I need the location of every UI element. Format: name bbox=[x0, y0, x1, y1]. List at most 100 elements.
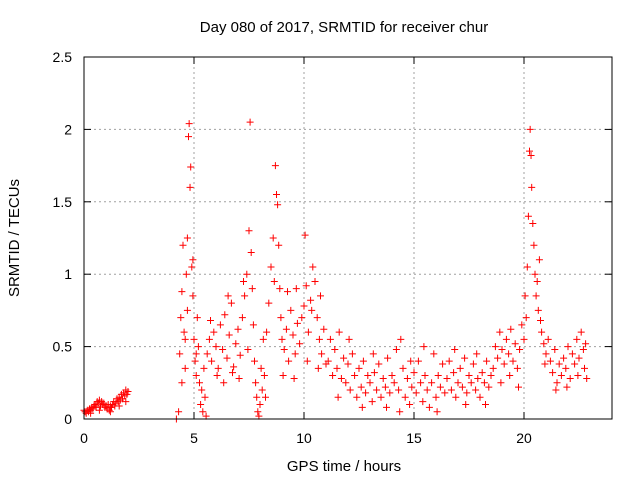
data-point bbox=[386, 389, 394, 397]
plot-frame bbox=[83, 56, 613, 420]
data-point bbox=[240, 277, 247, 285]
data-point bbox=[574, 372, 582, 380]
data-point bbox=[199, 408, 207, 416]
data-point bbox=[555, 360, 563, 368]
data-point bbox=[544, 335, 552, 343]
data-point bbox=[500, 360, 508, 368]
data-point bbox=[369, 350, 377, 358]
data-point bbox=[473, 350, 481, 358]
data-point bbox=[324, 357, 332, 365]
data-point bbox=[340, 354, 348, 362]
data-point bbox=[397, 335, 405, 343]
data-point bbox=[575, 354, 583, 362]
data-point bbox=[252, 379, 260, 387]
data-point bbox=[248, 285, 256, 293]
data-point bbox=[428, 379, 436, 387]
data-point bbox=[526, 125, 534, 133]
data-point bbox=[533, 277, 541, 285]
data-point bbox=[232, 340, 240, 348]
data-point bbox=[463, 389, 471, 397]
data-point bbox=[571, 360, 579, 368]
data-point bbox=[267, 263, 275, 271]
data-point bbox=[235, 374, 243, 382]
data-point bbox=[182, 270, 190, 278]
data-point bbox=[537, 317, 544, 325]
data-point bbox=[454, 379, 462, 387]
data-point bbox=[255, 412, 263, 420]
data-point bbox=[298, 314, 306, 322]
data-point bbox=[568, 350, 576, 358]
data-point bbox=[381, 383, 389, 391]
data-point bbox=[351, 372, 359, 380]
data-point bbox=[395, 386, 403, 394]
data-point bbox=[198, 386, 206, 394]
data-point bbox=[353, 393, 361, 401]
data-point bbox=[526, 147, 533, 155]
grid-lines bbox=[84, 57, 612, 419]
data-point bbox=[178, 379, 186, 387]
data-point bbox=[223, 354, 231, 362]
data-point bbox=[230, 363, 238, 371]
data-point bbox=[334, 393, 342, 401]
data-point bbox=[290, 374, 298, 382]
data-point bbox=[263, 328, 271, 336]
data-point bbox=[532, 292, 540, 300]
data-point bbox=[247, 248, 255, 256]
data-point bbox=[225, 331, 233, 339]
data-point bbox=[192, 350, 200, 358]
data-point bbox=[287, 306, 295, 314]
data-point bbox=[279, 372, 287, 380]
data-point bbox=[335, 328, 343, 336]
data-point bbox=[92, 403, 100, 411]
data-point bbox=[243, 270, 251, 278]
data-point bbox=[280, 345, 288, 353]
data-point bbox=[392, 345, 400, 353]
data-point bbox=[417, 379, 425, 387]
data-point bbox=[331, 345, 339, 353]
data-point bbox=[200, 364, 208, 372]
data-point bbox=[577, 328, 585, 336]
data-point bbox=[553, 379, 561, 387]
data-point bbox=[275, 241, 283, 249]
data-point bbox=[236, 351, 244, 359]
data-point bbox=[523, 263, 531, 271]
data-point bbox=[406, 401, 414, 409]
data-point bbox=[410, 369, 418, 377]
data-point bbox=[498, 345, 506, 353]
data-point bbox=[348, 350, 356, 358]
data-point bbox=[210, 328, 218, 336]
data-point bbox=[183, 306, 191, 314]
data-point bbox=[301, 231, 309, 239]
data-point bbox=[329, 372, 337, 380]
data-point bbox=[201, 393, 209, 401]
data-point bbox=[518, 321, 526, 329]
data-point bbox=[505, 350, 513, 358]
data-point bbox=[551, 345, 559, 353]
data-point bbox=[399, 364, 407, 372]
data-point bbox=[176, 350, 184, 358]
data-point bbox=[396, 408, 404, 416]
data-point bbox=[219, 345, 227, 353]
data-point bbox=[123, 390, 131, 398]
data-point bbox=[434, 372, 442, 380]
data-point bbox=[276, 285, 284, 293]
data-point bbox=[421, 372, 429, 380]
data-point bbox=[513, 364, 521, 372]
data-point bbox=[581, 364, 588, 372]
data-point bbox=[194, 343, 202, 351]
data-point bbox=[491, 343, 499, 351]
data-point bbox=[89, 405, 97, 413]
data-point bbox=[320, 325, 328, 333]
data-point bbox=[563, 383, 571, 391]
data-point bbox=[530, 241, 538, 249]
data-point bbox=[345, 335, 353, 343]
data-point bbox=[489, 364, 497, 372]
data-point bbox=[516, 345, 524, 353]
data-point bbox=[115, 402, 123, 410]
data-point bbox=[407, 357, 415, 365]
data-point bbox=[179, 241, 187, 249]
data-point bbox=[203, 350, 211, 358]
data-point bbox=[87, 409, 95, 417]
data-point bbox=[234, 325, 242, 333]
